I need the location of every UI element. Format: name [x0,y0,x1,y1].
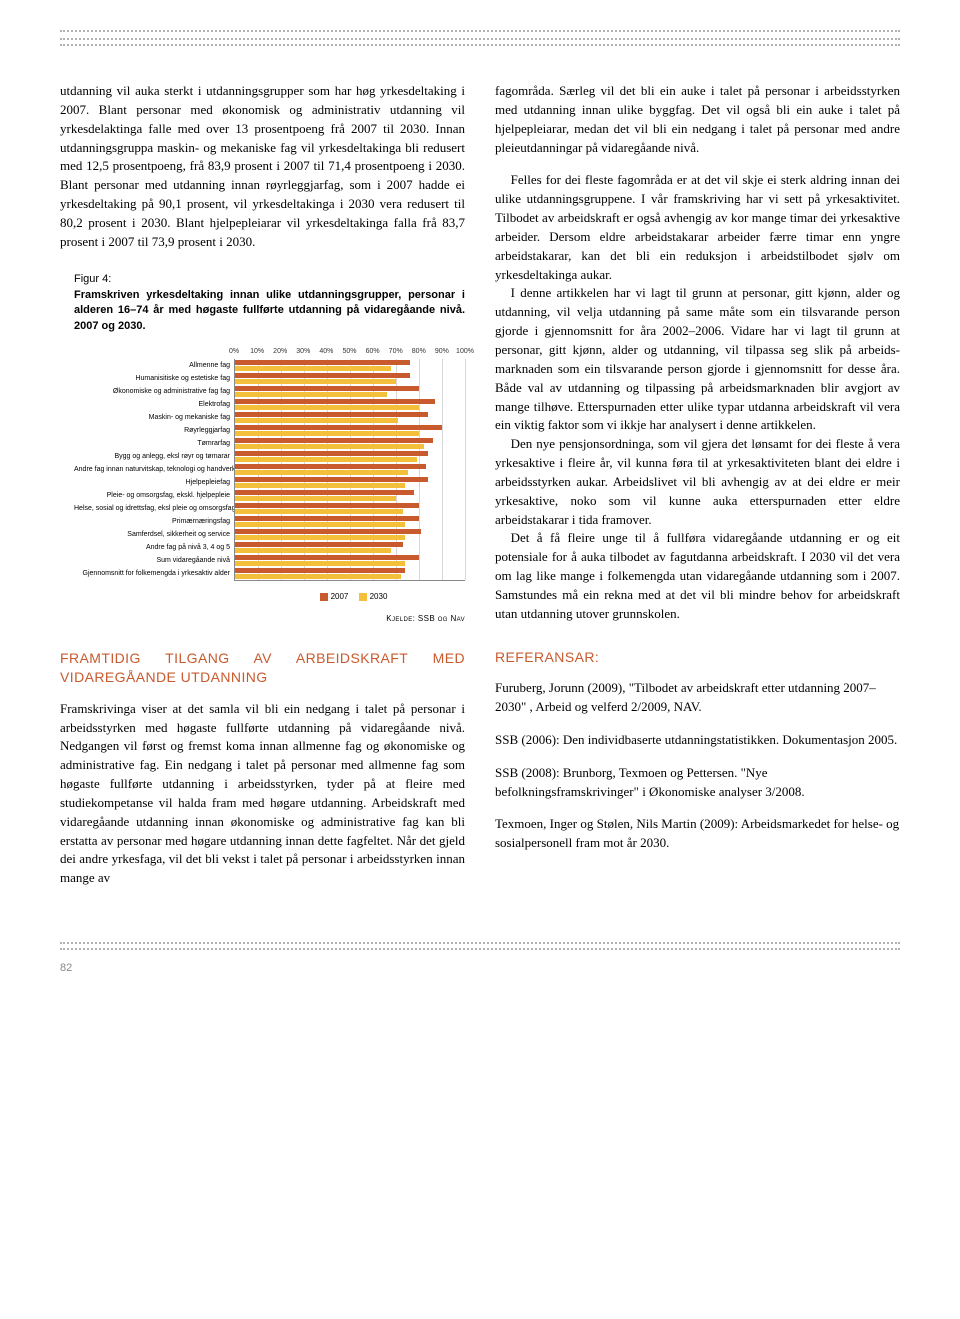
bar-2007 [235,412,428,417]
references-list: Furuberg, Jorunn (2009), "Tilbodet av ar… [495,679,900,853]
para-right-2: Felles for dei fleste fagområda er at de… [495,171,900,284]
legend-label-2030: 2030 [370,592,388,601]
figure-4: Figur 4: Framskriven yrkesdeltaking inna… [60,272,465,625]
figure-caption-text: Framskriven yrkesdeltaking innan ulike u… [74,289,465,333]
left-column: utdanning vil auka sterkt i utdanningsgr… [60,82,465,902]
bar-2030 [235,379,396,384]
bar-2030 [235,431,419,436]
bar-2007 [235,386,419,391]
figure-caption: Figur 4: Framskriven yrkesdeltaking inna… [74,272,465,336]
right-column: fagområda. Særleg vil det bli ein auke i… [495,82,900,902]
reference-item: SSB (2006): Den individbaserte utdanning… [495,731,900,750]
chart-row-label: Tømrarfag [74,437,230,450]
bar-2007 [235,399,435,404]
chart-row-label: Hjelpepleiefag [74,476,230,489]
para-right-5: Det å få fleire unge til å fullføra vida… [495,529,900,623]
chart-row-label: Helse, sosial og idrettsfag, eksl pleie … [74,502,230,515]
chart-row-label: Bygg og anlegg, eksl røyr og tømarar [74,450,230,463]
chart-row-label: Maskin- og mekaniske fag [74,411,230,424]
bar-2007 [235,425,442,430]
chart-source: Kjelde: SSB og Nav [74,613,465,625]
top-border [60,30,900,32]
bar-2007 [235,451,428,456]
section-heading-left: FRAMTIDIG TILGANG AV ARBEIDSKRAFT MED VI… [60,649,465,688]
bar-2030 [235,509,403,514]
chart-bars-area: 0%10%20%30%40%50%60%70%80%90%100% [234,347,465,581]
bar-2030 [235,548,391,553]
legend-swatch-2030 [359,593,367,601]
legend-swatch-2007 [320,593,328,601]
bar-2030 [235,574,401,579]
bar-2030 [235,561,405,566]
bar-2007 [235,529,421,534]
para-right-3: I denne artikkelen har vi lagt til grunn… [495,284,900,435]
chart-plot [234,359,465,581]
bar-2007 [235,503,419,508]
reference-item: Texmoen, Inger og Stølen, Nils Martin (2… [495,815,900,853]
chart-row-label: Andre fag på nivå 3, 4 og 5 [74,541,230,554]
references-heading: REFERANSAR: [495,648,900,668]
page-number: 82 [60,962,900,974]
chart: Allmenne fagHumanisitiske og estetiske f… [60,347,465,624]
bar-2007 [235,542,403,547]
bar-2007 [235,555,419,560]
reference-item: Furuberg, Jorunn (2009), "Tilbodet av ar… [495,679,900,717]
chart-row-label: Humanisitiske og estetiske fag [74,372,230,385]
para-left-2: Framskrivinga viser at det samla vil bli… [60,700,465,888]
chart-row-label: Andre fag innan naturvitskap, teknologi … [74,463,230,476]
chart-row-label: Sum vidaregåande nivå [74,554,230,567]
reference-item: SSB (2008): Brunborg, Texmoen og Petters… [495,764,900,802]
chart-row-label: Økonomiske og administrative fag fag [74,385,230,398]
bar-2007 [235,360,410,365]
chart-row-label: Samferdsel, sikkerheit og service [74,528,230,541]
bar-2007 [235,516,419,521]
chart-row-label: Gjennomsnitt for folkemengda i yrkesakti… [74,567,230,580]
bar-2007 [235,438,433,443]
chart-row-label: Pleie- og omsorgsfag, ekskl. hjelpepleie [74,489,230,502]
chart-x-axis: 0%10%20%30%40%50%60%70%80%90%100% [234,347,465,359]
main-columns: utdanning vil auka sterkt i utdanningsgr… [60,82,900,902]
bar-2030 [235,535,405,540]
bar-2030 [235,470,408,475]
bar-2007 [235,568,405,573]
bar-2030 [235,392,387,397]
bar-2007 [235,373,410,378]
chart-row-label: Primærnæringsfag [74,515,230,528]
chart-legend: 2007 2030 [74,591,465,603]
bar-2030 [235,418,398,423]
bar-2030 [235,496,396,501]
chart-y-labels: Allmenne fagHumanisitiske og estetiske f… [74,347,234,581]
figure-number: Figur 4: [74,272,465,288]
bar-2007 [235,490,414,495]
bar-2030 [235,405,419,410]
para-right-4: Den nye pensjonsordninga, som vil gjera … [495,435,900,529]
chart-row-label: Elektrofag [74,398,230,411]
bottom-border [60,942,900,950]
bar-2030 [235,483,405,488]
top-double-border [60,38,900,46]
bar-2007 [235,477,428,482]
para-right-1: fagområda. Særleg vil det bli ein auke i… [495,82,900,157]
bar-2030 [235,522,405,527]
bar-2030 [235,366,391,371]
bar-2030 [235,444,424,449]
para-left-1: utdanning vil auka sterkt i utdanningsgr… [60,82,465,252]
bar-2030 [235,457,417,462]
legend-label-2007: 2007 [331,592,349,601]
chart-row-label: Allmenne fag [74,359,230,372]
bar-2007 [235,464,426,469]
chart-row-label: Røyrleggjarfag [74,424,230,437]
